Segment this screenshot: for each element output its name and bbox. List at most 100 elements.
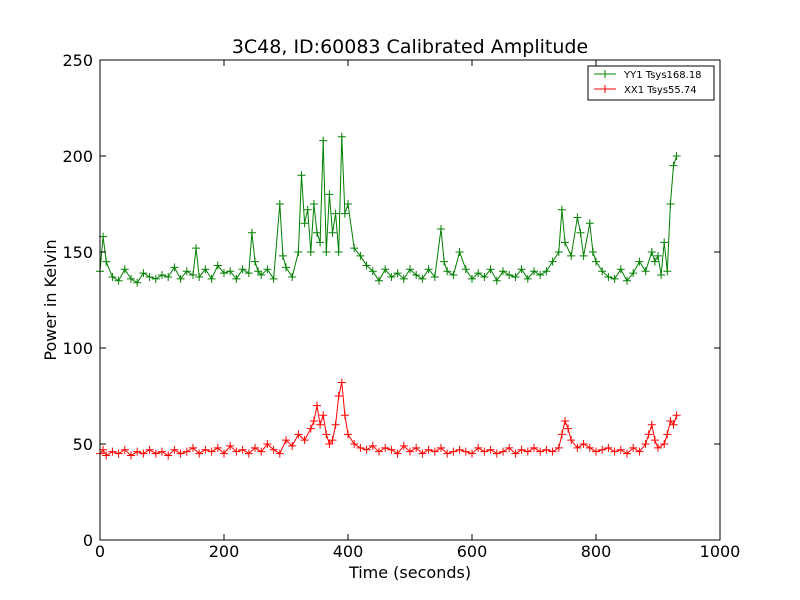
data-point xyxy=(313,228,321,237)
data-point xyxy=(334,248,343,256)
x-tick-label: 400 xyxy=(333,542,364,561)
data-point xyxy=(548,447,557,456)
data-point xyxy=(480,272,489,281)
data-point xyxy=(331,209,340,218)
data-point xyxy=(220,449,228,458)
data-point xyxy=(282,436,290,445)
data-point xyxy=(328,436,337,445)
data-point xyxy=(598,445,607,454)
data-point xyxy=(288,441,297,450)
data-point xyxy=(257,447,266,456)
data-point xyxy=(650,436,659,445)
data-point xyxy=(322,248,331,256)
data-point xyxy=(375,276,383,285)
data-point xyxy=(201,265,210,274)
data-point xyxy=(195,449,204,458)
data-point xyxy=(654,443,662,452)
legend: YY1 Tsys168.18 XX1 Tsys55.74 xyxy=(587,65,715,101)
data-point xyxy=(325,190,334,199)
data-point xyxy=(350,244,359,253)
data-point xyxy=(399,441,408,450)
data-point xyxy=(588,248,597,256)
data-point xyxy=(294,430,303,439)
legend-swatch-marker xyxy=(601,70,609,78)
data-point xyxy=(331,420,340,429)
data-point xyxy=(182,447,191,456)
data-point xyxy=(576,228,585,237)
data-point xyxy=(641,267,650,276)
x-tick-label: 600 xyxy=(457,542,488,561)
data-point xyxy=(192,244,201,253)
data-point xyxy=(344,430,352,439)
data-point xyxy=(220,269,228,278)
data-point xyxy=(127,451,135,460)
y-tick-label: 100 xyxy=(62,339,93,358)
y-tick-label: 0 xyxy=(83,531,93,550)
data-point xyxy=(505,271,514,280)
data-point xyxy=(437,224,445,233)
data-point xyxy=(406,265,414,274)
data-point xyxy=(592,447,600,456)
data-point xyxy=(213,261,222,270)
data-point xyxy=(368,267,377,276)
data-point xyxy=(189,443,197,452)
data-point xyxy=(657,271,666,280)
data-point xyxy=(244,449,253,458)
data-point xyxy=(294,248,303,256)
x-tick-label: 200 xyxy=(209,542,240,561)
data-point xyxy=(511,449,520,458)
y-axis-label: Power in Kelvin xyxy=(41,239,60,360)
data-point xyxy=(567,251,576,260)
data-point xyxy=(604,272,613,281)
data-point xyxy=(238,265,247,274)
data-point xyxy=(232,447,241,456)
data-point xyxy=(356,251,365,260)
data-point xyxy=(108,447,117,456)
data-point xyxy=(322,430,331,439)
data-point xyxy=(557,430,566,439)
data-point xyxy=(530,267,538,276)
data-point xyxy=(247,228,256,237)
data-point xyxy=(440,257,449,266)
data-point xyxy=(505,443,514,452)
data-point xyxy=(616,265,625,274)
data-point xyxy=(663,267,672,276)
data-point xyxy=(554,443,563,452)
data-point xyxy=(623,276,631,285)
data-point xyxy=(133,278,142,287)
data-point xyxy=(557,205,566,214)
data-point xyxy=(536,447,545,456)
legend-label: XX1 Tsys55.74 xyxy=(624,85,697,96)
data-point xyxy=(424,265,433,274)
data-point xyxy=(499,447,507,456)
data-point xyxy=(604,443,613,452)
data-point xyxy=(195,272,204,281)
data-point xyxy=(340,209,349,218)
data-point xyxy=(213,443,222,452)
data-point xyxy=(418,449,427,458)
data-point xyxy=(567,436,576,445)
data-point xyxy=(461,265,470,274)
data-point xyxy=(461,447,470,456)
data-point xyxy=(257,271,266,280)
data-point xyxy=(375,447,383,456)
data-point xyxy=(278,251,287,260)
data-point xyxy=(269,445,278,454)
data-point xyxy=(573,213,582,222)
data-point xyxy=(430,272,439,281)
data-point xyxy=(548,257,557,266)
data-point xyxy=(449,447,458,456)
data-point xyxy=(282,263,290,272)
data-point xyxy=(468,449,476,458)
data-point xyxy=(598,267,607,276)
data-point xyxy=(486,445,495,454)
series-layer xyxy=(96,132,681,460)
x-axis: 0 200 400 600 800 1000 xyxy=(95,60,740,561)
data-point xyxy=(207,274,216,283)
data-point xyxy=(170,445,179,454)
data-point xyxy=(393,269,402,278)
data-point xyxy=(592,257,600,266)
data-point xyxy=(362,261,371,270)
data-point xyxy=(629,443,638,452)
